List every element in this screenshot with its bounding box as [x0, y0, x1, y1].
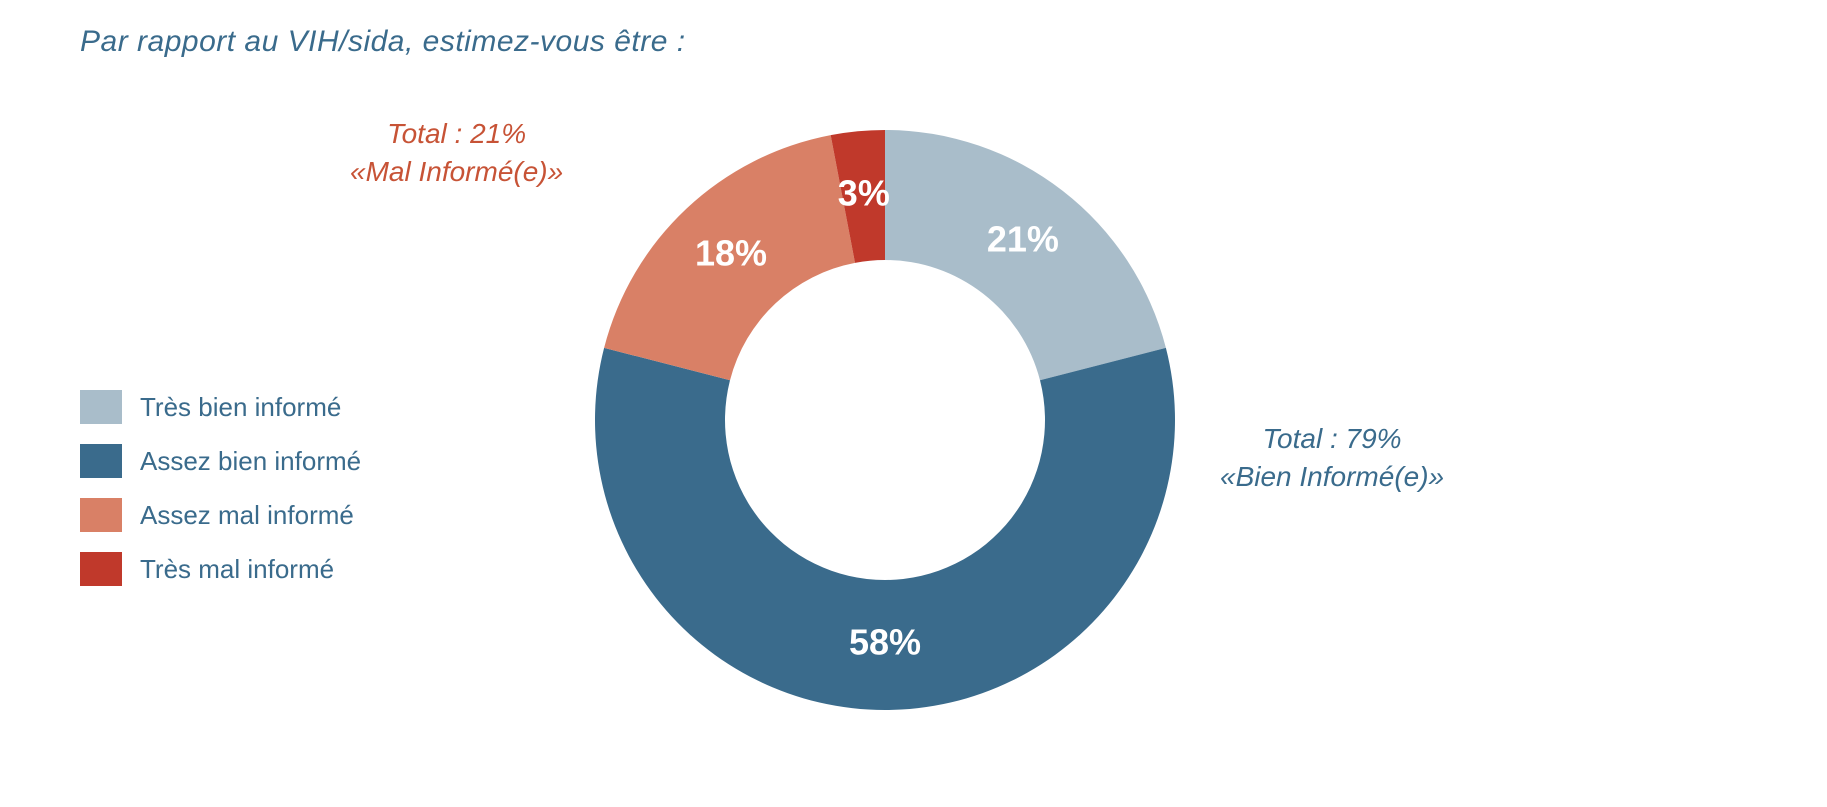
- legend-item: Très mal informé: [80, 552, 361, 586]
- donut-chart: 21% 58% 18% 3%: [575, 110, 1195, 730]
- legend-item: Assez bien informé: [80, 444, 361, 478]
- legend-label: Très mal informé: [140, 554, 334, 585]
- legend-swatch: [80, 390, 122, 424]
- legend-label: Très bien informé: [140, 392, 341, 423]
- chart-title: Par rapport au VIH/sida, estimez-vous êt…: [80, 25, 686, 59]
- legend-swatch: [80, 498, 122, 532]
- donut-slice-label-assez_bien: 58%: [849, 622, 921, 663]
- annotation-mal-informe: Total : 21% «Mal Informé(e)»: [350, 115, 563, 191]
- legend-label: Assez mal informé: [140, 500, 354, 531]
- donut-slice-label-tres_bien: 21%: [987, 219, 1059, 260]
- legend-item: Très bien informé: [80, 390, 361, 424]
- annotation-bien-line1: Total : 79%: [1220, 420, 1444, 458]
- annotation-bien-line2: «Bien Informé(e)»: [1220, 458, 1444, 496]
- legend: Très bien informé Assez bien informé Assez…: [80, 390, 361, 606]
- donut-slice-label-tres_mal: 3%: [838, 173, 890, 214]
- annotation-mal-line2: «Mal Informé(e)»: [350, 153, 563, 191]
- legend-label: Assez bien informé: [140, 446, 361, 477]
- annotation-bien-informe: Total : 79% «Bien Informé(e)»: [1220, 420, 1444, 496]
- chart-page: Par rapport au VIH/sida, estimez-vous êt…: [0, 0, 1827, 807]
- annotation-mal-line1: Total : 21%: [350, 115, 563, 153]
- legend-item: Assez mal informé: [80, 498, 361, 532]
- legend-swatch: [80, 444, 122, 478]
- donut-slice-label-assez_mal: 18%: [695, 232, 767, 273]
- legend-swatch: [80, 552, 122, 586]
